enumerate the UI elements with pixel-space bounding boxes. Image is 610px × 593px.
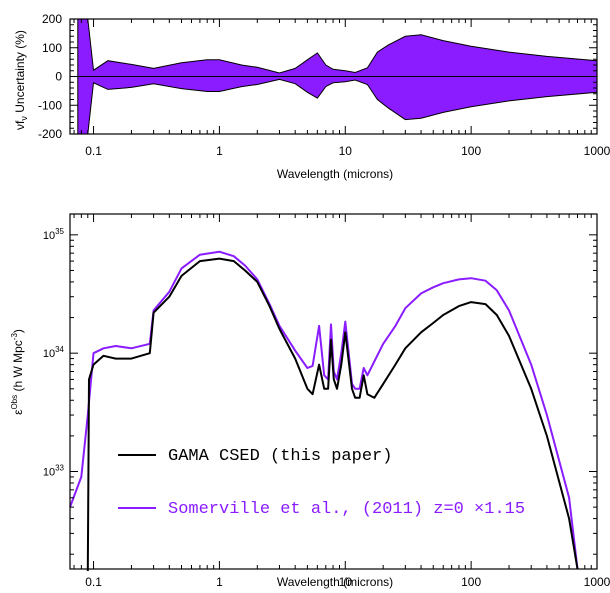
bottom-x-tick-label: 0.1 xyxy=(85,575,102,589)
bottom-y-label-sup: Obs xyxy=(10,395,19,410)
bottom-y-label-units-sup: -3 xyxy=(10,333,19,341)
top-y-label-rest: Uncertainty (%) xyxy=(13,30,27,116)
bottom-x-tick-labels: 0.1 1 10 100 1000 xyxy=(85,575,610,589)
top-panel-frame xyxy=(69,18,598,135)
top-y-axis-label: νfν Uncertainty (%) xyxy=(13,30,29,130)
legend: GAMA CSED (this paper) Somerville et al.… xyxy=(118,447,525,519)
csed-panel: 0.1 1 10 100 1000 1033 1034 1035 Wavelength (m… xyxy=(10,213,610,589)
top-x-axis-label: Wavelength (microns) xyxy=(277,167,393,181)
top-x-tick-labels: 0.1 1 10 100 1000 xyxy=(85,144,610,158)
bottom-x-axis-label: Wavelength (microns) xyxy=(277,575,393,589)
bottom-y-tick-labels: 1033 1034 1035 xyxy=(43,227,65,479)
top-y-tick-label: 100 xyxy=(42,41,62,55)
uncertainty-panel: 0.1 1 10 100 1000 -200 -100 0 100 200 Wavelength… xyxy=(13,12,610,181)
bottom-panel-ticks xyxy=(70,214,598,569)
bottom-x-tick-label: 100 xyxy=(461,575,481,589)
bottom-y-tick-label: 1034 xyxy=(43,345,65,360)
top-x-tick-label: 100 xyxy=(461,144,481,158)
top-y-tick-labels: -200 -100 0 100 200 xyxy=(38,12,62,141)
top-y-label-main: νf xyxy=(13,120,27,130)
top-y-tick-label: 0 xyxy=(55,70,62,84)
top-x-tick-label: 1 xyxy=(216,144,223,158)
top-y-tick-label: -100 xyxy=(38,98,62,112)
bottom-y-tick-label: 1033 xyxy=(43,464,65,479)
legend-label-somerville: Somerville et al., (2011) z=0 ×1.15 xyxy=(168,500,525,519)
bottom-x-tick-label: 1000 xyxy=(584,575,610,589)
top-y-tick-label: 200 xyxy=(42,12,62,26)
top-x-tick-label: 10 xyxy=(339,144,353,158)
csed-series-layer xyxy=(69,250,579,572)
bottom-y-axis-label: εObs (h W Mpc-3) xyxy=(10,329,25,415)
bottom-y-label-units: (h W Mpc xyxy=(11,340,25,395)
bottom-y-tick-label: 1035 xyxy=(43,227,65,242)
top-x-tick-label: 0.1 xyxy=(85,144,102,158)
bottom-x-tick-label: 10 xyxy=(339,575,353,589)
bottom-y-label-epsilon: ε xyxy=(11,409,25,415)
gama-csed-line xyxy=(86,257,579,572)
top-y-tick-label: -200 xyxy=(38,127,62,141)
top-y-label-sub: ν xyxy=(19,116,29,121)
bottom-y-label-close: ) xyxy=(11,329,25,333)
legend-label-gama: GAMA CSED (this paper) xyxy=(168,447,392,466)
bottom-x-tick-label: 1 xyxy=(216,575,223,589)
somerville-line xyxy=(69,250,579,570)
bottom-panel-frame xyxy=(69,213,598,570)
top-x-tick-label: 1000 xyxy=(584,144,610,158)
